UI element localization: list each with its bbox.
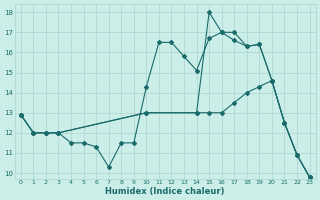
X-axis label: Humidex (Indice chaleur): Humidex (Indice chaleur) (106, 187, 225, 196)
